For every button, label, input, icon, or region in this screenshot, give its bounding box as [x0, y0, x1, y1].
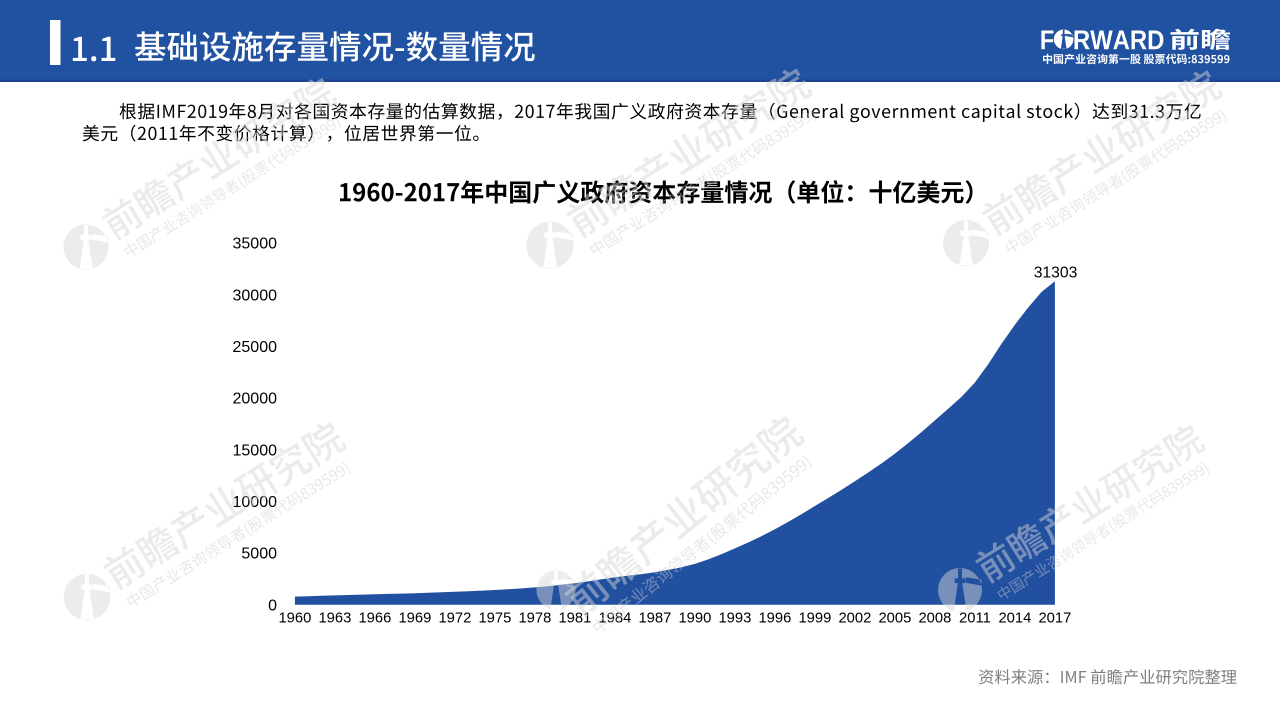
svg-text:35000: 35000: [233, 236, 278, 253]
svg-text:1993: 1993: [718, 611, 751, 627]
svg-text:10000: 10000: [233, 494, 278, 511]
svg-text:20000: 20000: [233, 391, 278, 408]
svg-text:2008: 2008: [918, 611, 951, 627]
svg-text:1999: 1999: [798, 611, 831, 627]
svg-text:1987: 1987: [638, 611, 671, 627]
svg-text:2005: 2005: [878, 611, 911, 627]
svg-text:30000: 30000: [233, 287, 278, 304]
svg-text:2017: 2017: [1038, 611, 1071, 627]
svg-text:2014: 2014: [998, 611, 1031, 627]
svg-text:1978: 1978: [518, 611, 551, 627]
svg-text:1963: 1963: [318, 611, 351, 627]
svg-text:1972: 1972: [438, 611, 471, 627]
svg-text:1969: 1969: [398, 611, 431, 627]
svg-text:25000: 25000: [233, 339, 278, 356]
svg-text:1975: 1975: [478, 611, 511, 627]
svg-text:2002: 2002: [838, 611, 871, 627]
svg-text:1996: 1996: [758, 611, 791, 627]
svg-text:5000: 5000: [241, 546, 277, 563]
svg-text:15000: 15000: [233, 442, 278, 459]
svg-text:2011: 2011: [959, 611, 991, 627]
svg-text:1966: 1966: [358, 611, 391, 627]
svg-text:0: 0: [268, 597, 277, 614]
svg-text:1960: 1960: [278, 611, 311, 627]
svg-text:1990: 1990: [678, 611, 711, 627]
svg-text:1981: 1981: [558, 611, 591, 627]
svg-text:31303: 31303: [1034, 265, 1078, 282]
